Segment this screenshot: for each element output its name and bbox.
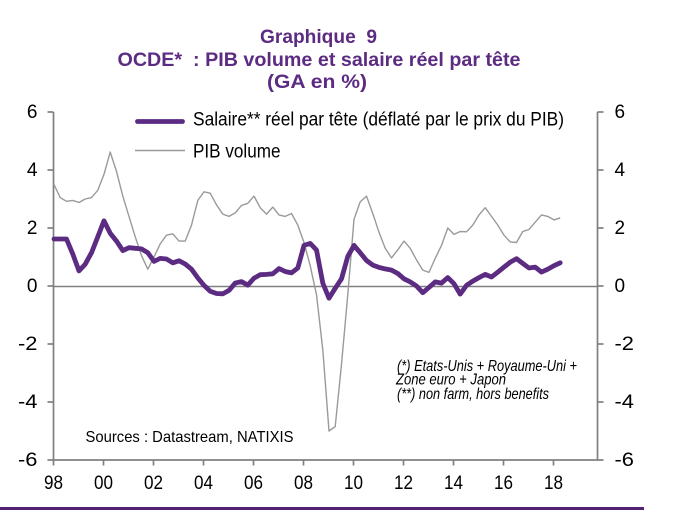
svg-text:06: 06 [244,473,263,494]
svg-text:PIB volume: PIB volume [193,142,281,163]
svg-text:-6: -6 [18,450,38,471]
svg-text:98: 98 [44,473,63,494]
svg-text:-2: -2 [615,334,635,355]
svg-text:Graphique 9: Graphique 9 [260,27,377,48]
svg-text:10: 10 [344,473,363,494]
svg-text:08: 08 [294,473,313,494]
svg-text:Zone euro + Japon: Zone euro + Japon [395,372,506,389]
svg-text:-4: -4 [18,392,38,413]
svg-text:00: 00 [94,473,113,494]
svg-text:-4: -4 [615,392,635,413]
svg-text:(GA en %): (GA en %) [267,72,367,93]
svg-text:12: 12 [394,473,413,494]
svg-text:14: 14 [444,473,463,494]
svg-text:Sources : Datastream, NATIXIS: Sources : Datastream, NATIXIS [86,429,294,446]
svg-text:2: 2 [27,218,38,239]
svg-text:6: 6 [615,102,626,123]
svg-text:02: 02 [144,473,163,494]
svg-text:04: 04 [194,473,213,494]
svg-text:4: 4 [615,160,626,181]
svg-text:Salaire** réel par tête (défla: Salaire** réel par tête (déflaté par le … [193,110,564,131]
svg-text:4: 4 [27,160,38,181]
svg-text:0: 0 [615,276,626,297]
svg-text:-2: -2 [18,334,38,355]
svg-text:16: 16 [494,473,513,494]
svg-text:2: 2 [615,218,626,239]
svg-text:0: 0 [27,276,38,297]
svg-text:(*) Etats-Unis + Royaume-Uni +: (*) Etats-Unis + Royaume-Uni + [397,358,577,375]
svg-text:OCDE* : PIB volume et salaire: OCDE* : PIB volume et salaire réel par t… [118,50,521,71]
svg-text:18: 18 [544,473,563,494]
svg-text:-6: -6 [615,450,635,471]
svg-text:(**) non farm, hors benefits: (**) non farm, hors benefits [397,386,549,403]
svg-text:6: 6 [27,102,38,123]
